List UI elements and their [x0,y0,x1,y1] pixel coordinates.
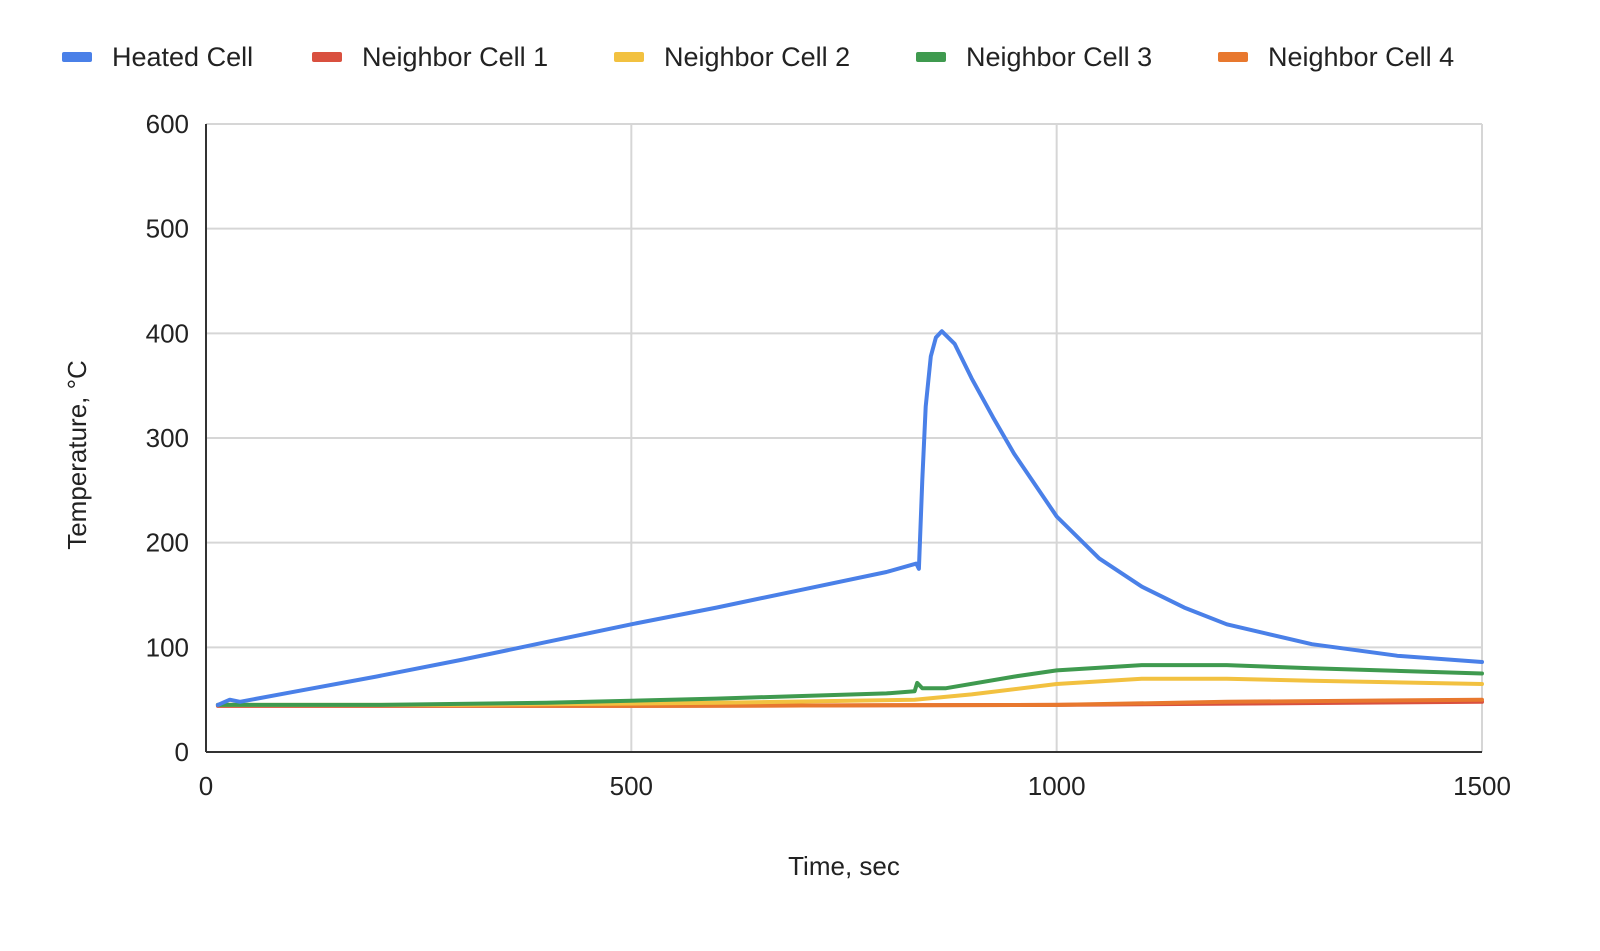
series-lines [215,329,1484,708]
x-tick-label: 0 [199,771,213,801]
x-axis-label: Time, sec [788,851,900,881]
series-line-neighbor-cell-2 [215,676,1484,707]
legend-item: Heated Cell [62,42,253,72]
x-tick-label: 1000 [1028,771,1086,801]
legend-label: Neighbor Cell 3 [966,42,1152,72]
legend-swatch [1218,52,1248,62]
legend: Heated Cell Neighbor Cell 1 Neighbor Cell … [62,42,1454,72]
y-tick-label: 200 [146,528,189,558]
series-line-neighbor-cell-3 [215,663,1484,707]
y-tick-label: 100 [146,632,189,662]
legend-swatch [312,52,342,62]
y-tick-label: 600 [146,109,189,139]
y-tick-label: 300 [146,423,189,453]
legend-swatch [62,52,92,62]
legend-item: Neighbor Cell 3 [916,42,1152,72]
grid [206,123,1483,752]
legend-label: Neighbor Cell 1 [362,42,548,72]
y-tick-label: 500 [146,214,189,244]
axes: 0 100 200 300 400 500 600 0 500 1000 1500 [146,109,1511,801]
legend-label: Heated Cell [112,42,253,72]
y-axis-label: Temperature, °C [62,360,92,550]
legend-swatch [916,52,946,62]
legend-label: Neighbor Cell 2 [664,42,850,72]
series-line-heated-cell [215,329,1484,707]
legend-item: Neighbor Cell 2 [614,42,850,72]
legend-label: Neighbor Cell 4 [1268,42,1454,72]
y-tick-label: 400 [146,318,189,348]
legend-item: Neighbor Cell 4 [1218,42,1454,72]
legend-item: Neighbor Cell 1 [312,42,548,72]
x-tick-label: 500 [610,771,653,801]
x-tick-label: 1500 [1453,771,1511,801]
legend-swatch [614,52,644,62]
y-tick-label: 0 [175,737,189,767]
